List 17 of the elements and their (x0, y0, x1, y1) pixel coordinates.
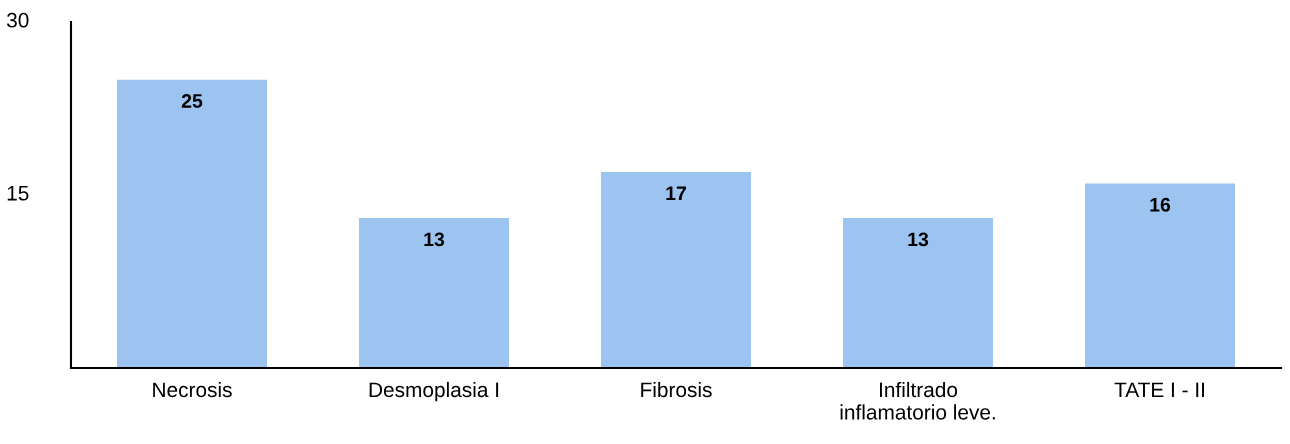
x-tick-label: Fibrosis (641, 381, 712, 398)
data-label: 16 (1150, 197, 1171, 212)
data-label: 13 (424, 232, 445, 247)
bar (600, 171, 752, 368)
bar (1084, 183, 1236, 368)
x-tick-label: TATE I - II (1114, 382, 1204, 397)
x-tick-label: Desmoplasia I (369, 381, 499, 402)
bar (842, 218, 994, 368)
bar (116, 79, 268, 368)
y-tick-label: 30 (6, 12, 29, 28)
y-tick-label: 15 (7, 186, 29, 201)
bar (358, 218, 510, 368)
data-label: 17 (666, 186, 686, 200)
x-tick-label: Infiltrado inflamatorio leve. (840, 381, 995, 420)
data-label: 13 (908, 232, 929, 247)
x-tick-label: Necrosis (153, 381, 232, 398)
data-label: 25 (181, 94, 203, 108)
